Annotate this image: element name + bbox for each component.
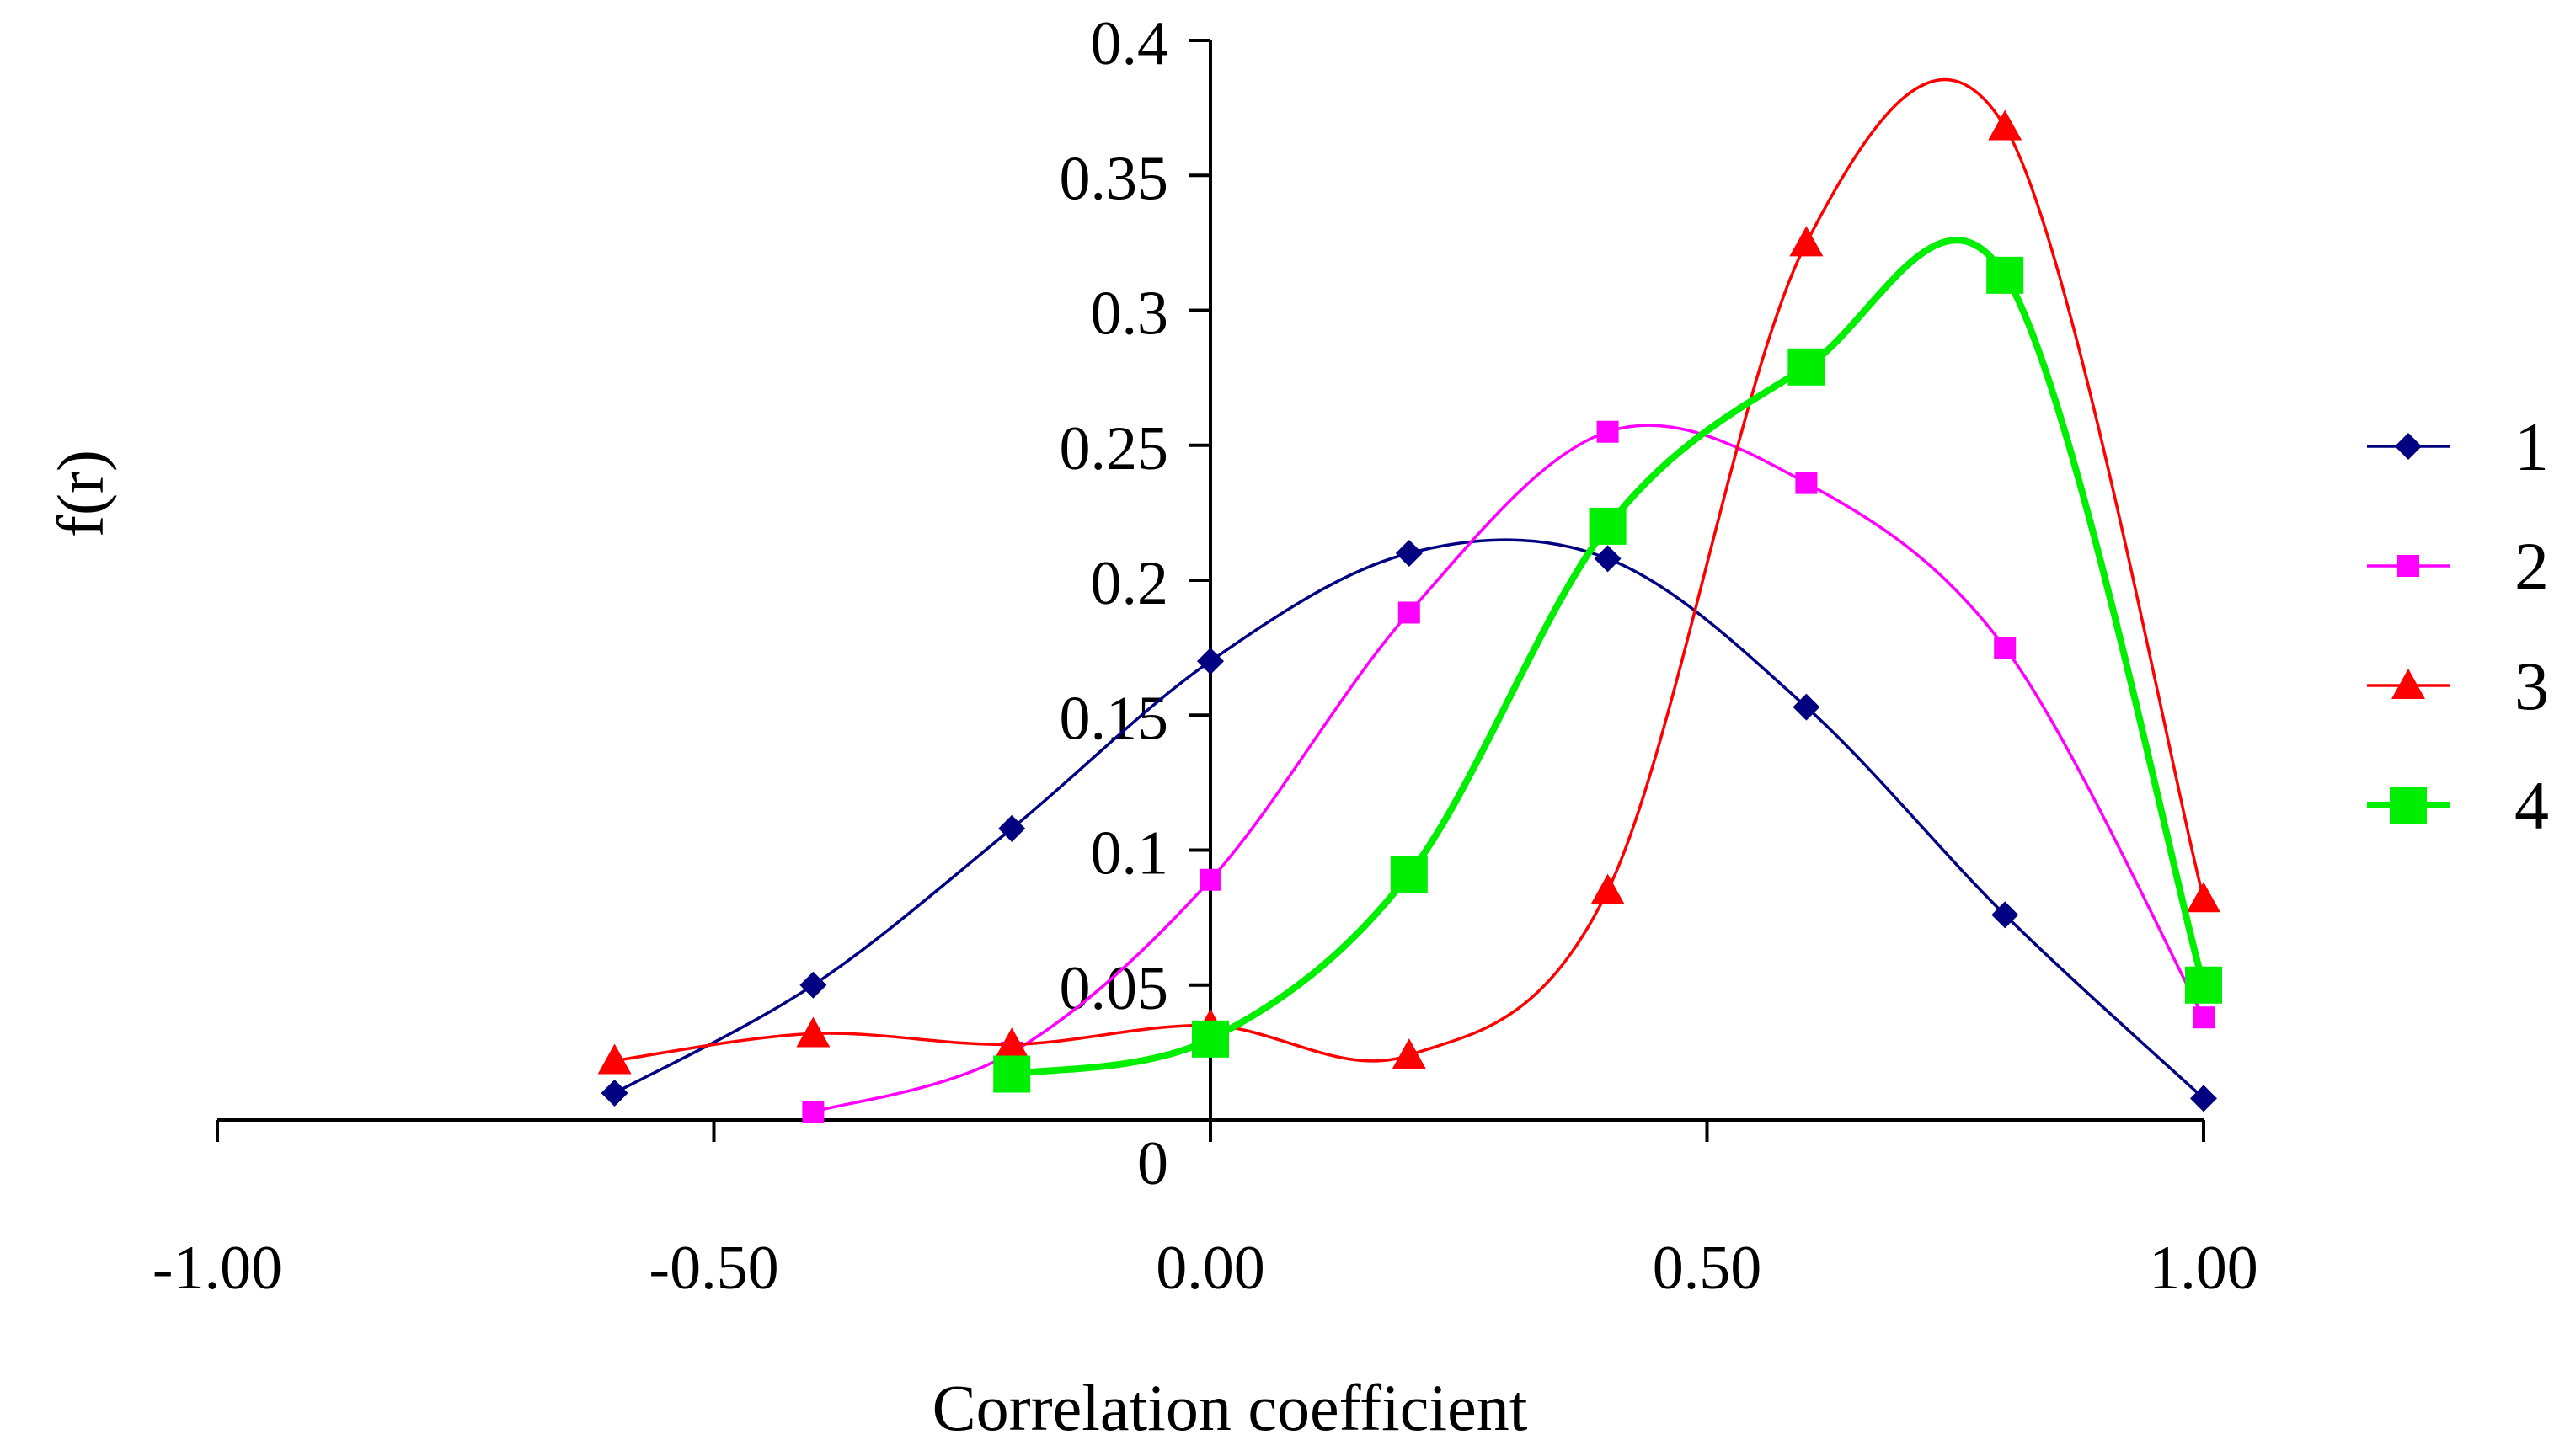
legend-marker [2390, 787, 2427, 824]
legend-item-4: 4 [2367, 767, 2549, 844]
series [597, 77, 2222, 1123]
series-4-point [1192, 1020, 1229, 1058]
y-tick-label: 0.2 [1091, 549, 1169, 618]
series-1-point [1594, 545, 1622, 573]
legend-label: 2 [2514, 528, 2549, 605]
legend-item-1: 1 [2367, 408, 2549, 485]
series-2-point [1596, 420, 1619, 443]
ticks: -1.00 -0.50 0.00 0.50 1.00 0 0.05 0.1 0.15 0.2 0.2… [152, 9, 2258, 1303]
x-tick-label: 0.50 [1653, 1234, 1762, 1303]
series-3-point [2187, 882, 2220, 913]
series-4-point [1589, 507, 1627, 545]
y-tick-label: 0.4 [1091, 9, 1169, 78]
series-1-point [998, 814, 1026, 842]
legend-item-2: 2 [2367, 528, 2549, 605]
series-1-point [2190, 1085, 2217, 1112]
legend-label: 4 [2514, 767, 2549, 844]
x-axis-title: Correlation coefficient [932, 1371, 1528, 1444]
series-2-point [1994, 637, 2017, 659]
series-4-point [2185, 966, 2222, 1004]
series-4-line [1011, 237, 2207, 1078]
series-2-point [802, 1101, 825, 1123]
series-3-point [1789, 226, 1824, 257]
y-tick-label: 0.25 [1060, 414, 1169, 483]
series-3-point [995, 1027, 1029, 1059]
series-1 [601, 538, 2217, 1112]
series-2-point [2193, 1006, 2215, 1029]
legend-marker [2395, 433, 2422, 460]
series-3 [597, 77, 2220, 1075]
legend-marker [2397, 555, 2419, 577]
y-tick-label: 0.15 [1060, 684, 1169, 753]
series-4-point [993, 1055, 1031, 1093]
series-1-point [799, 971, 827, 999]
series-4-point [1390, 856, 1428, 893]
series-2-point [1397, 601, 1420, 624]
legend: 1 2 3 4 [2367, 408, 2549, 844]
y-tick-label: 0 [1137, 1129, 1168, 1198]
series-4-point [1787, 348, 1825, 386]
y-tick-label: 0.3 [1091, 280, 1169, 349]
x-tick-label: -0.50 [649, 1234, 778, 1303]
x-tick-label: 0.00 [1156, 1234, 1265, 1303]
series-1-point [1197, 648, 1224, 675]
series-1-point [1793, 693, 1820, 721]
series-2 [802, 420, 2215, 1123]
y-tick-label: 0.35 [1060, 144, 1169, 213]
x-tick-label: -1.00 [152, 1234, 282, 1303]
x-tick-label: 1.00 [2149, 1234, 2258, 1303]
series-3-line [614, 77, 2205, 1063]
series-3-point [1988, 109, 2022, 141]
series-4 [993, 237, 2222, 1093]
series-3-point [1590, 873, 1625, 904]
legend-item-3: 3 [2367, 648, 2549, 724]
series-2-line [812, 424, 2205, 1114]
series-2-point [1200, 868, 1221, 891]
y-tick-label: 0.05 [1060, 954, 1169, 1023]
series-2-point [1795, 472, 1818, 494]
series-1-point [1395, 539, 1423, 567]
series-1-point [601, 1079, 628, 1107]
legend-marker [2391, 669, 2425, 699]
y-axis-title: f(r) [44, 450, 117, 537]
series-1-point [1991, 901, 2019, 929]
series-3-point [1392, 1038, 1426, 1069]
series-3-point [597, 1043, 632, 1075]
legend-label: 3 [2514, 648, 2549, 724]
series-3-point [796, 1016, 831, 1048]
series-4-point [1986, 256, 2024, 294]
series-1-line [613, 538, 2205, 1100]
legend-label: 1 [2514, 408, 2549, 485]
y-tick-label: 0.1 [1091, 819, 1169, 888]
